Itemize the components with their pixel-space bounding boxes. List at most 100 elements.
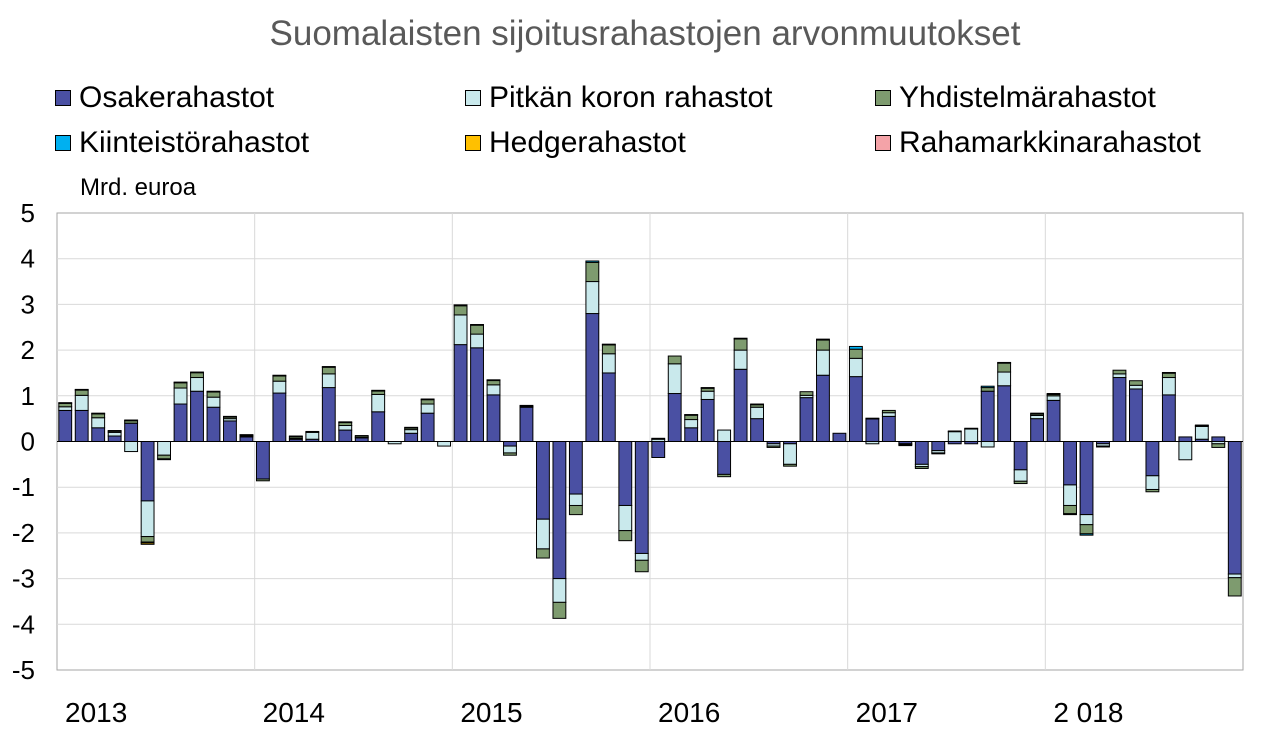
bar-segment — [634, 559, 649, 573]
legend-label: Pitkän koron rahastot — [489, 81, 773, 114]
bar-segment — [157, 458, 171, 461]
legend-label: Hedgerahastot — [489, 126, 686, 159]
bar-segment — [420, 412, 435, 443]
bar-segment — [848, 348, 863, 359]
bar-segment — [1227, 577, 1242, 597]
bar-segment — [206, 396, 221, 408]
bar-segment — [1112, 369, 1127, 375]
chart-title: Suomalaisten sijoitusrahastojen arvonmuu… — [269, 14, 1021, 53]
bar-segment — [321, 387, 336, 443]
bar-segment — [832, 432, 847, 442]
bar-segment — [1178, 441, 1193, 461]
x-tick-label: 2017 — [856, 697, 918, 728]
bar-segment — [107, 435, 122, 442]
bar-segment — [453, 304, 468, 307]
bar-segment — [173, 381, 188, 384]
bar-segment — [997, 385, 1012, 442]
bar-segment — [881, 415, 896, 442]
legend-item-kiinteistorahastot: Kiinteistörahastot — [55, 123, 309, 163]
bar-segment — [140, 536, 155, 543]
bar-segment — [980, 385, 995, 389]
bar-segment — [684, 414, 699, 416]
bar-segment — [1079, 533, 1094, 536]
bar-segment — [552, 578, 567, 603]
legend-label: Osakerahastot — [79, 81, 275, 114]
bar-segment — [667, 355, 682, 365]
bar-segment — [223, 415, 237, 418]
y-tick-label: -5 — [12, 655, 35, 685]
bar-segment — [404, 426, 419, 429]
bar-segment — [585, 281, 600, 315]
bar-segment — [338, 421, 353, 424]
bar-segment — [404, 429, 419, 434]
bar-segment — [1013, 441, 1028, 471]
bar-segment — [717, 429, 732, 443]
bar-segment — [1211, 443, 1226, 448]
bar-segment — [1030, 412, 1045, 415]
bar-segment — [980, 441, 995, 448]
x-tick-label: 2 018 — [1053, 697, 1123, 728]
bar-segment — [255, 478, 270, 482]
bar-segment — [321, 366, 336, 368]
bar-segment — [601, 353, 616, 374]
bar-segment — [1145, 488, 1160, 493]
legend-swatch — [465, 135, 481, 151]
bar-segment — [717, 441, 732, 475]
bar-segment — [733, 368, 748, 443]
legend-label: Rahamarkkinarahastot — [899, 126, 1201, 159]
bar-segment — [338, 425, 353, 431]
bar-segment — [453, 314, 468, 346]
bar-segment — [124, 441, 139, 453]
legend: Osakerahastot Pitkän koron rahastot Yhdi… — [55, 78, 1275, 168]
bar-segment — [914, 466, 929, 469]
bar-segment — [321, 373, 336, 389]
bar-segment — [1227, 441, 1242, 575]
bar-segment — [1063, 441, 1077, 486]
bar-segment — [865, 418, 880, 442]
bar-segment — [618, 504, 633, 532]
bar-segment — [601, 343, 616, 346]
bar-segment — [371, 389, 386, 392]
bar-segment — [1129, 384, 1143, 390]
bar-segment — [799, 391, 814, 396]
y-tick-label: -3 — [12, 564, 35, 594]
bar-segment — [140, 441, 155, 502]
bar-segment — [404, 432, 419, 442]
bar-segment — [601, 344, 616, 355]
bar-segment — [74, 409, 89, 443]
bar-segment — [1129, 380, 1143, 386]
bar-segment — [91, 412, 106, 415]
bar-segment — [700, 387, 715, 389]
bar-segment — [980, 390, 995, 443]
bar-segment — [1112, 377, 1127, 442]
bar-segment — [239, 436, 254, 442]
bar-segment — [865, 417, 880, 420]
bar-segment — [470, 324, 484, 326]
bar-segment — [816, 338, 830, 341]
bar-segment — [453, 344, 468, 442]
bar-segment — [124, 419, 139, 422]
bar-segment — [58, 409, 73, 443]
legend-item-yhdistelmarahastot: Yhdistelmärahastot — [875, 78, 1156, 118]
bar-segment — [684, 419, 699, 429]
bar-segment — [1194, 425, 1209, 440]
bar-segment — [1112, 373, 1127, 379]
bar-segment — [1079, 441, 1094, 516]
bar-segment — [568, 493, 583, 506]
bar-segment — [503, 452, 517, 456]
bar-segment — [255, 441, 270, 480]
bar-segment — [980, 387, 995, 392]
bar-segment — [354, 435, 369, 438]
bar-segment — [568, 441, 583, 495]
bar-segment — [947, 430, 962, 433]
legend-item-rahamarkkinarahastot: Rahamarkkinarahastot — [875, 123, 1201, 163]
bar-segment — [173, 387, 188, 405]
legend-item-pitkan-koron-rahastot: Pitkän koron rahastot — [465, 78, 773, 118]
bar-segment — [107, 430, 122, 432]
bar-segment — [601, 372, 616, 443]
bar-segment — [107, 431, 122, 437]
legend-label: Kiinteistörahastot — [79, 126, 310, 159]
bar-segment — [140, 542, 155, 545]
bar-segment — [536, 518, 550, 550]
